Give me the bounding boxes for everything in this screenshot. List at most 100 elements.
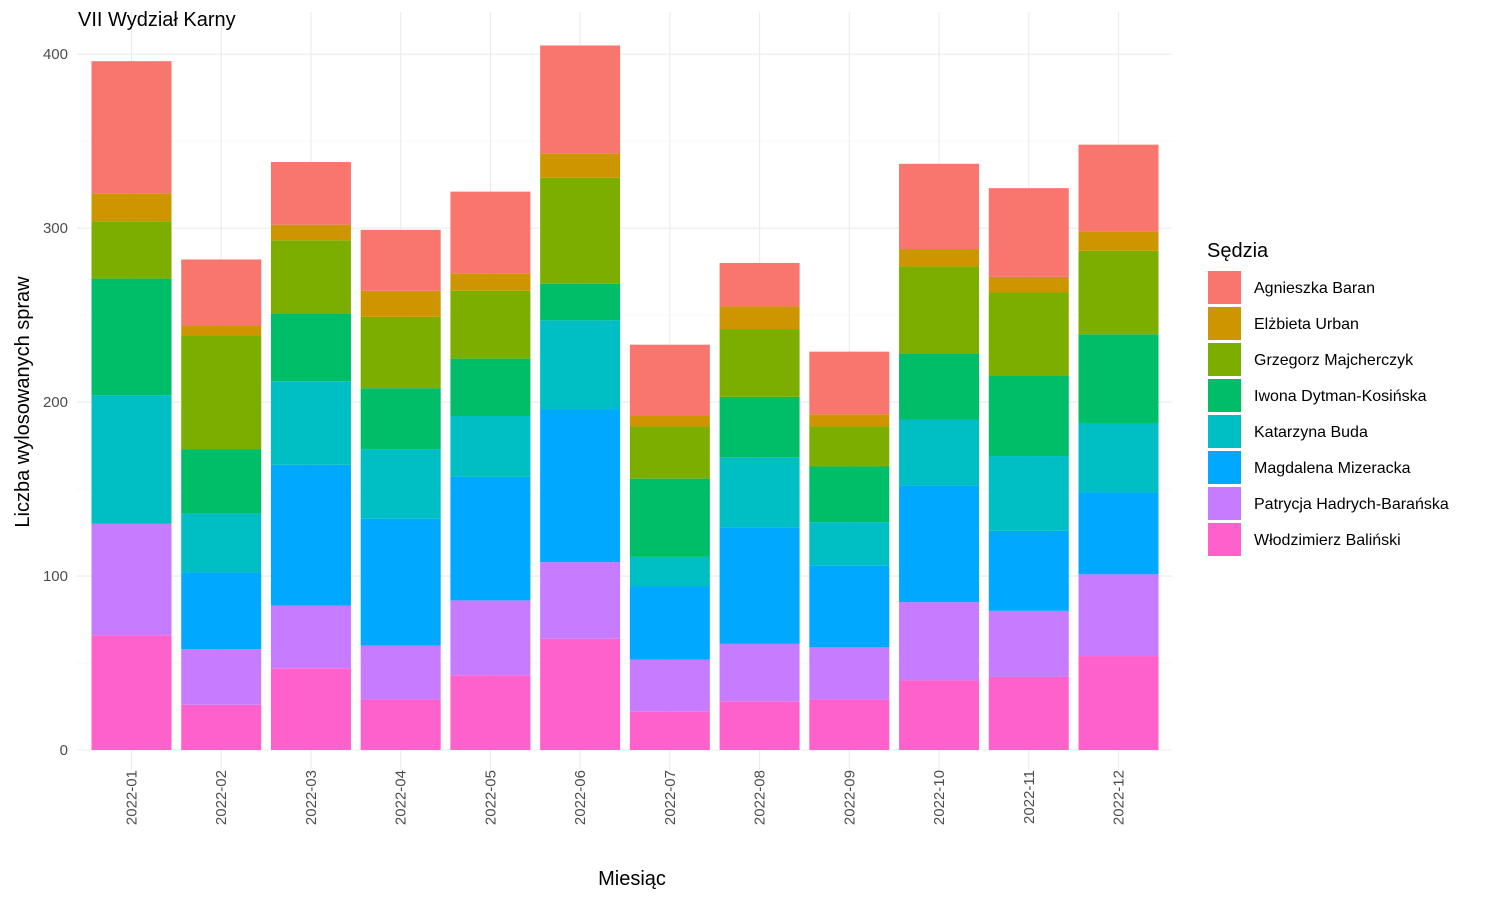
- bar-segment: [1078, 656, 1159, 750]
- bar-segment: [450, 675, 531, 750]
- bar-segment: [181, 449, 262, 514]
- bar-segment: [270, 381, 351, 465]
- legend-label: Elżbieta Urban: [1254, 316, 1359, 333]
- bar-segment: [719, 329, 800, 397]
- legend-swatch: [1208, 379, 1241, 412]
- legend-label: Magdalena Mizeracka: [1254, 460, 1411, 477]
- x-tick-label: 2022-06: [572, 770, 589, 825]
- legend-swatch: [1208, 415, 1241, 448]
- bar-segment: [809, 351, 890, 415]
- bar-segment: [629, 711, 710, 750]
- x-tick-label: 2022-04: [393, 770, 410, 825]
- bar-segment: [181, 704, 262, 750]
- bar-segment: [629, 426, 710, 479]
- x-tick-label: 2022-07: [662, 770, 679, 825]
- bar-segment: [540, 153, 621, 178]
- bar-segment: [1078, 422, 1159, 493]
- legend-label: Patrycja Hadrych-Barańska: [1254, 496, 1449, 513]
- legend-swatch: [1208, 523, 1241, 556]
- bar-segment: [809, 426, 890, 467]
- bar-segment: [270, 605, 351, 669]
- y-axis-title: Liczba wylosowanych spraw: [12, 276, 34, 528]
- bar-segment: [360, 449, 441, 519]
- bar-segment: [899, 680, 980, 750]
- bar-segment: [719, 262, 800, 307]
- bar-segment: [360, 388, 441, 450]
- y-tick-label: 300: [43, 220, 68, 237]
- bar-segment: [899, 163, 980, 250]
- x-tick-label: 2022-10: [931, 770, 948, 825]
- y-tick-label: 0: [60, 742, 68, 759]
- bar-segment: [450, 476, 531, 601]
- bar-segment: [988, 676, 1069, 750]
- bar-segment: [181, 572, 262, 650]
- x-tick-label: 2022-03: [303, 770, 320, 825]
- bar-segment: [91, 395, 172, 524]
- bar-segment: [899, 485, 980, 603]
- bar-segment: [719, 396, 800, 458]
- bar-segment: [540, 562, 621, 639]
- bar-segment: [540, 638, 621, 750]
- legend-swatch: [1208, 343, 1241, 376]
- bar-segment: [540, 283, 621, 321]
- bar-segment: [988, 292, 1069, 377]
- x-axis-title: Miesiąc: [598, 868, 666, 890]
- bar-segment: [360, 645, 441, 700]
- bar-segment: [1078, 250, 1159, 335]
- legend-swatch: [1208, 271, 1241, 304]
- bar-segment: [809, 565, 890, 648]
- bar-segment: [360, 316, 441, 389]
- bar-segment: [181, 259, 262, 326]
- bar-segment: [899, 249, 980, 267]
- bar-segment: [899, 602, 980, 681]
- bar-segment: [988, 276, 1069, 293]
- bar-segment: [988, 456, 1069, 531]
- bar-segment: [629, 556, 710, 587]
- bar-segment: [360, 699, 441, 750]
- bar-segment: [1078, 492, 1159, 575]
- bar-segment: [360, 518, 441, 646]
- y-axis-ticks: 0 100 200 300 400: [43, 46, 68, 759]
- x-tick-label: 2022-11: [1021, 770, 1038, 824]
- bar-segment: [540, 45, 621, 154]
- bar-segment: [988, 188, 1069, 277]
- bar-segment: [91, 523, 172, 636]
- bar-segment: [1078, 144, 1159, 232]
- bar-segment: [91, 635, 172, 750]
- bar-segment: [181, 513, 262, 573]
- bar-segment: [988, 610, 1069, 677]
- bar-segment: [809, 647, 890, 700]
- y-tick-label: 200: [43, 394, 68, 411]
- legend-label: Katarzyna Buda: [1254, 424, 1368, 441]
- bar-segment: [181, 649, 262, 705]
- bar-segment: [809, 699, 890, 750]
- bar-segment: [540, 320, 621, 410]
- bar-segment: [719, 643, 800, 702]
- y-tick-label: 100: [43, 568, 68, 585]
- bar-segment: [91, 61, 172, 194]
- legend-title: Sędzia: [1207, 240, 1269, 262]
- bar-segment: [450, 600, 531, 676]
- legend-swatch: [1208, 307, 1241, 340]
- legend-swatch: [1208, 487, 1241, 520]
- bar-segment: [1078, 574, 1159, 657]
- bar-segment: [988, 376, 1069, 457]
- bar-segment: [719, 701, 800, 750]
- bar-segment: [719, 527, 800, 644]
- bar-segment: [899, 266, 980, 354]
- bar-segment: [629, 659, 710, 712]
- bar-segment: [809, 522, 890, 566]
- x-tick-label: 2022-01: [124, 770, 141, 825]
- bar-segment: [270, 240, 351, 314]
- legend-label: Włodzimierz Baliński: [1254, 532, 1401, 549]
- bar-segment: [270, 668, 351, 750]
- legend-label: Grzegorz Majcherczyk: [1254, 352, 1414, 369]
- bar-segment: [629, 478, 710, 557]
- bar-segment: [629, 416, 710, 427]
- legend-items: Agnieszka Baran Elżbieta Urban Grzegorz Ma…: [1208, 271, 1449, 556]
- bar-segment: [629, 344, 710, 417]
- bar-segment: [181, 335, 262, 450]
- x-axis-ticks: 2022-01 2022-02 2022-03 2022-04 2022-05 2022-…: [124, 770, 1128, 825]
